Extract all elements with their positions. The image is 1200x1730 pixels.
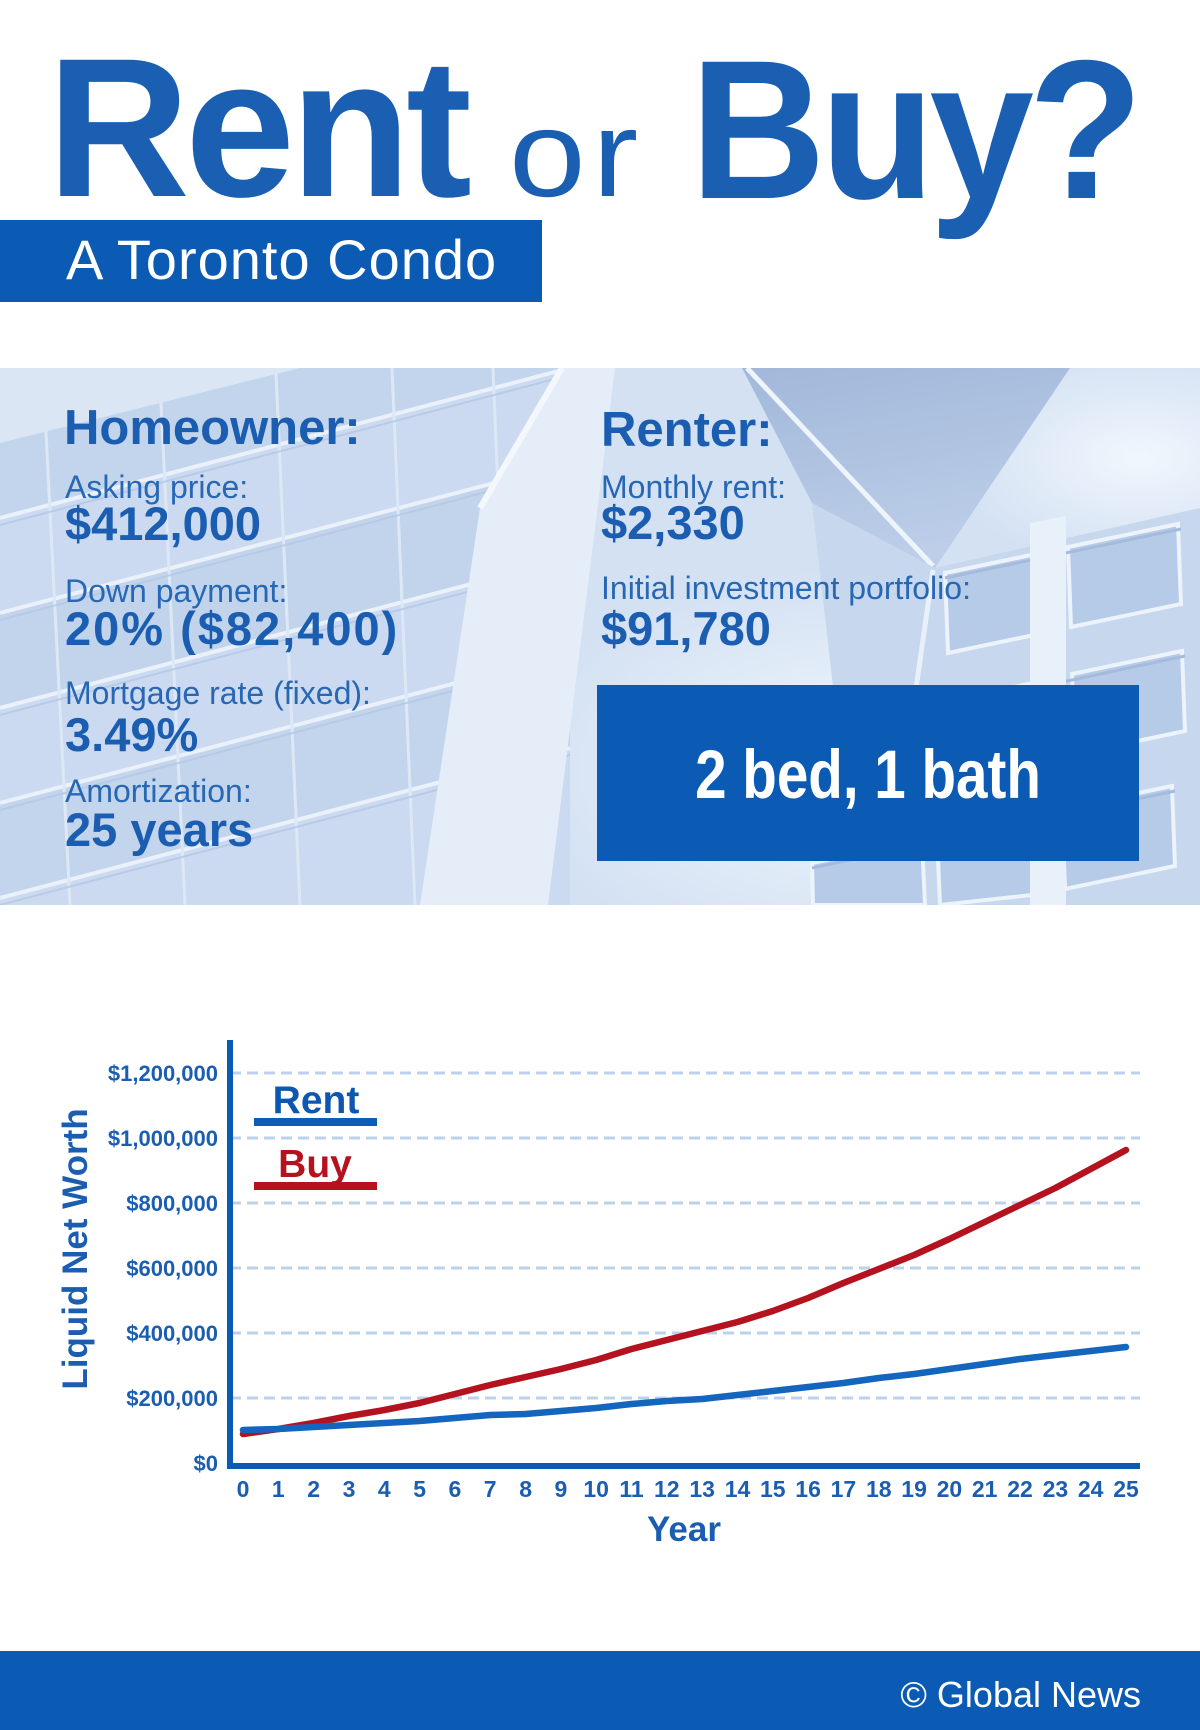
svg-text:16: 16	[795, 1476, 821, 1502]
svg-text:21: 21	[972, 1476, 998, 1502]
svg-text:24: 24	[1078, 1476, 1104, 1502]
svg-text:13: 13	[689, 1476, 715, 1502]
svg-text:22: 22	[1007, 1476, 1033, 1502]
svg-text:$1,000,000: $1,000,000	[108, 1126, 218, 1151]
svg-text:© Global News: © Global News	[900, 1674, 1141, 1715]
svg-text:$800,000: $800,000	[126, 1191, 218, 1216]
svg-text:$600,000: $600,000	[126, 1256, 218, 1281]
svg-text:9: 9	[555, 1476, 568, 1502]
svg-text:6: 6	[449, 1476, 462, 1502]
svg-text:5: 5	[413, 1476, 426, 1502]
svg-text:Year: Year	[647, 1510, 721, 1549]
svg-text:$200,000: $200,000	[126, 1386, 218, 1411]
svg-text:0: 0	[237, 1476, 250, 1502]
svg-text:2: 2	[307, 1476, 320, 1502]
svg-text:14: 14	[725, 1476, 751, 1502]
svg-text:Liquid Net Worth: Liquid Net Worth	[56, 1108, 95, 1389]
svg-text:$400,000: $400,000	[126, 1321, 218, 1346]
svg-text:25: 25	[1113, 1476, 1139, 1502]
svg-text:Rent: Rent	[273, 1079, 360, 1122]
svg-text:3: 3	[343, 1476, 356, 1502]
svg-text:4: 4	[378, 1476, 391, 1502]
svg-text:$0: $0	[194, 1451, 218, 1476]
svg-text:$1,200,000: $1,200,000	[108, 1061, 218, 1086]
svg-text:23: 23	[1043, 1476, 1069, 1502]
svg-text:Buy: Buy	[278, 1143, 352, 1186]
svg-text:7: 7	[484, 1476, 497, 1502]
svg-text:18: 18	[866, 1476, 892, 1502]
svg-text:15: 15	[760, 1476, 786, 1502]
svg-text:11: 11	[619, 1476, 644, 1502]
svg-text:1: 1	[272, 1476, 285, 1502]
svg-text:12: 12	[654, 1476, 680, 1502]
svg-text:19: 19	[901, 1476, 927, 1502]
svg-text:20: 20	[937, 1476, 963, 1502]
svg-text:17: 17	[831, 1476, 857, 1502]
svg-text:10: 10	[583, 1476, 609, 1502]
svg-text:8: 8	[519, 1476, 532, 1502]
